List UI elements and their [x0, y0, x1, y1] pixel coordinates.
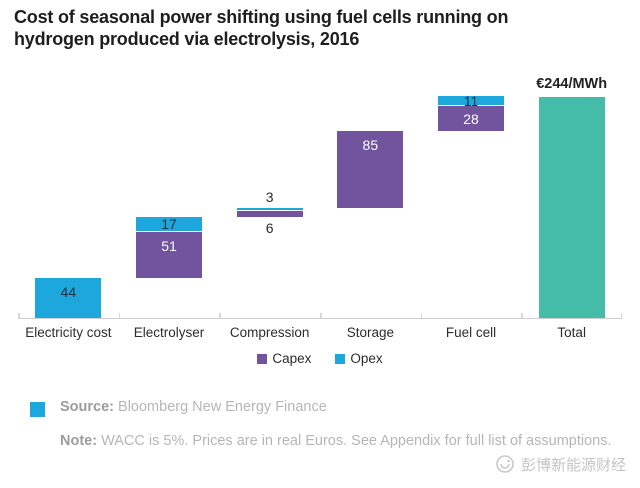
note-text: WACC is 5%. Prices are in real Euros. Se… [101, 433, 612, 449]
value-label-opex: 17 [161, 216, 177, 233]
legend-swatch-opex [335, 353, 346, 364]
x-axis-tick [620, 313, 622, 318]
x-axis-tick [521, 313, 523, 318]
value-label-opex: 11 [463, 93, 479, 110]
x-axis-label-fuel-cell: Fuel cell [445, 325, 497, 340]
footer-accent-square [30, 402, 45, 417]
x-axis-tick [420, 313, 423, 318]
x-axis-tick [118, 313, 121, 318]
legend-label-opex: Opex [350, 351, 383, 366]
bar-segment-opex [438, 96, 504, 107]
x-axis-label-electrolyser: Electrolyser [133, 325, 205, 340]
x-axis-label-total: Total [557, 325, 586, 340]
value-label-capex: 6 [265, 219, 274, 236]
source-text: Bloomberg New Energy Finance [118, 399, 327, 415]
value-label-opex: 3 [265, 189, 274, 206]
x-axis-line [18, 317, 622, 319]
note-line: Note: WACC is 5%. Prices are in real Eur… [60, 427, 612, 455]
legend-item-capex: Capex [257, 351, 311, 366]
bar-segment-capex [337, 131, 404, 209]
source-line: Source: Bloomberg New Energy Finance [60, 399, 620, 415]
value-label-capex: 28 [463, 110, 479, 127]
source-label: Source: [60, 399, 114, 415]
bar-segment-opex [136, 216, 202, 232]
bar-segment-opex [236, 208, 303, 212]
bar-segment-capex [438, 106, 504, 132]
bnef-watermark: 彭博新能源财经 [495, 452, 626, 476]
x-axis-tick [219, 313, 221, 318]
value-label-opex: 44 [60, 284, 77, 301]
x-axis-tick [18, 313, 20, 318]
bnef-logo-icon [496, 455, 514, 473]
bnef-watermark-text: 彭博新能源财经 [520, 456, 626, 474]
value-label-capex: 51 [161, 237, 177, 254]
bar-segment-capex [236, 211, 303, 217]
x-axis-category-labels: Electricity cost Electrolyser Compression S… [18, 325, 622, 340]
chart-legend: Capex Opex [18, 351, 622, 366]
chart-title-line2: hydrogen produced via electrolysis, 2016 [14, 29, 360, 50]
x-axis-label-compression: Compression [229, 325, 310, 340]
value-label-capex: 85 [362, 137, 379, 154]
chart-title-line1: Cost of seasonal power shifting using fu… [14, 7, 509, 27]
bar-segment-opex [35, 278, 102, 318]
legend-swatch-capex [257, 353, 268, 364]
total-value-label: €244/MWh [536, 76, 608, 92]
note-label: Note: [60, 433, 98, 449]
waterfall-chart-plot-area: 44 51 17 6 3 85 28 11 €244/MWh [18, 76, 622, 319]
x-axis-tick [320, 313, 322, 318]
x-axis-label-storage: Storage [346, 325, 394, 340]
x-axis-label-electricity-cost: Electricity cost [25, 325, 112, 340]
bar-segment-capex [136, 231, 202, 279]
chart-title: Cost of seasonal power shifting using fu… [14, 6, 620, 51]
legend-label-capex: Capex [272, 351, 312, 366]
legend-item-opex: Opex [335, 351, 383, 366]
bar-segment-total [538, 97, 605, 318]
